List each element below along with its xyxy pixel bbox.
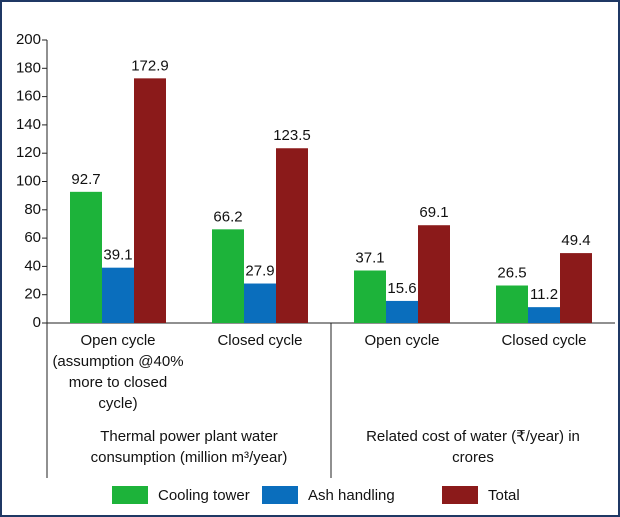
legend-swatch	[112, 486, 148, 504]
y-tick-label: 80	[24, 201, 41, 218]
value-label: 123.5	[273, 127, 311, 144]
y-tick-label: 140	[16, 116, 41, 133]
y-tick-label: 120	[16, 144, 41, 161]
value-label: 172.9	[131, 57, 169, 74]
value-label: 69.1	[419, 204, 448, 221]
group-label: Related cost of water (₹/year) in crores	[366, 428, 580, 466]
value-label: 27.9	[245, 262, 274, 279]
legend-swatch	[442, 486, 478, 504]
y-tick-label: 200	[16, 31, 41, 48]
bar	[354, 270, 386, 323]
bar	[134, 78, 166, 323]
bar	[418, 225, 450, 323]
value-label: 26.5	[497, 264, 526, 281]
bar	[386, 300, 418, 323]
x-tick-label: Closed cycle	[217, 332, 303, 349]
group-label: Thermal power plant water consumption (m…	[90, 428, 288, 466]
bar	[276, 148, 308, 323]
x-tick-label: Closed cycle	[501, 332, 587, 349]
y-tick-label: 20	[24, 286, 41, 303]
value-label: 15.6	[387, 280, 416, 297]
legend-label: Total	[488, 487, 520, 504]
legend-label: Cooling tower	[158, 487, 250, 504]
y-tick-label: 60	[24, 229, 41, 246]
value-label: 37.1	[355, 249, 384, 266]
bar	[560, 253, 592, 323]
y-tick-label: 100	[16, 172, 41, 189]
bar	[212, 229, 244, 323]
x-tick-label: Open cycle	[364, 332, 440, 349]
y-tick-label: 40	[24, 257, 41, 274]
legend-label: Ash handling	[308, 487, 395, 504]
y-tick-label: 160	[16, 88, 41, 105]
x-tick-label: Open cycle (assumption @40% more to clos…	[52, 332, 184, 412]
bar	[496, 285, 528, 323]
bar	[70, 191, 102, 323]
value-label: 11.2	[530, 286, 558, 303]
value-label: 39.1	[103, 247, 132, 264]
y-tick-label: 180	[16, 59, 41, 76]
value-label: 66.2	[213, 208, 242, 225]
bar	[244, 283, 276, 323]
value-label: 49.4	[561, 232, 590, 249]
value-label: 92.7	[71, 171, 100, 188]
legend-swatch	[262, 486, 298, 504]
y-tick-label: 0	[33, 314, 41, 331]
bar	[528, 307, 560, 323]
bar	[102, 267, 134, 323]
